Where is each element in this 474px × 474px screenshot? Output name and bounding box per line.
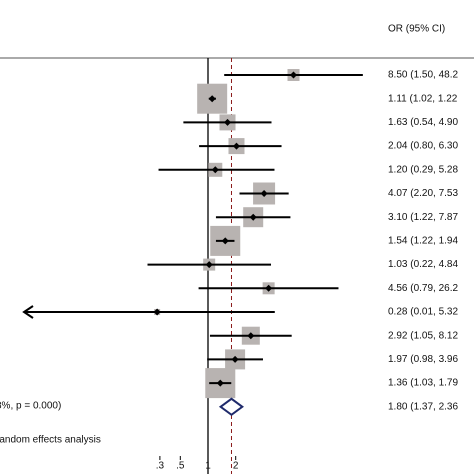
point-estimate <box>231 355 239 363</box>
point-estimate <box>221 237 229 245</box>
x-tick-label: 2 <box>233 461 239 472</box>
estimate-label: 1.11 (1.02, 1.22 <box>388 93 458 104</box>
heterogeneity: 8%, p = 0.000) <box>0 401 61 412</box>
estimate-label: 8.50 (1.50, 48.2 <box>388 70 458 81</box>
column-header: OR (95% CI) <box>388 24 445 35</box>
point-estimate <box>208 95 216 103</box>
ci-arrow <box>22 305 34 319</box>
estimate-label: 3.10 (1.22, 7.87 <box>388 212 458 223</box>
x-tick-label: .5 <box>176 461 185 472</box>
estimate-label: 1.54 (1.22, 1.94 <box>388 236 458 247</box>
estimate-label: 4.07 (2.20, 7.53 <box>388 188 458 199</box>
estimate-label: 1.03 (0.22, 4.84 <box>388 259 458 270</box>
point-estimate <box>153 308 161 316</box>
estimate-label: 1.63 (0.54, 4.90 <box>388 117 458 128</box>
estimate-label: 2.04 (0.80, 6.30 <box>388 141 458 152</box>
estimate-label: 1.20 (0.29, 5.28 <box>388 164 458 175</box>
estimate-label: 4.56 (0.79, 26.2 <box>388 283 458 294</box>
point-estimate <box>260 190 268 197</box>
x-tick-label: 1 <box>205 461 211 472</box>
estimate-label: 2.92 (1.05, 8.12 <box>388 330 458 341</box>
point-estimate <box>249 213 257 221</box>
point-estimate <box>216 379 224 387</box>
point-estimate <box>265 284 273 292</box>
point-estimate <box>211 166 219 174</box>
pooled-label: 1.80 (1.37, 2.36 <box>388 401 458 412</box>
point-estimate <box>247 332 255 340</box>
x-tick-label: .3 <box>156 461 165 472</box>
footnote: random effects analysis <box>0 435 101 446</box>
pooled-diamond <box>218 397 244 417</box>
point-estimate <box>224 118 232 126</box>
estimate-label: 0.28 (0.01, 5.32 <box>388 307 458 318</box>
estimate-label: 1.97 (0.98, 3.96 <box>388 354 458 365</box>
point-estimate <box>290 71 298 79</box>
point-estimate <box>232 142 240 150</box>
point-estimate <box>205 261 213 269</box>
estimate-label: 1.36 (1.03, 1.79 <box>388 378 458 389</box>
